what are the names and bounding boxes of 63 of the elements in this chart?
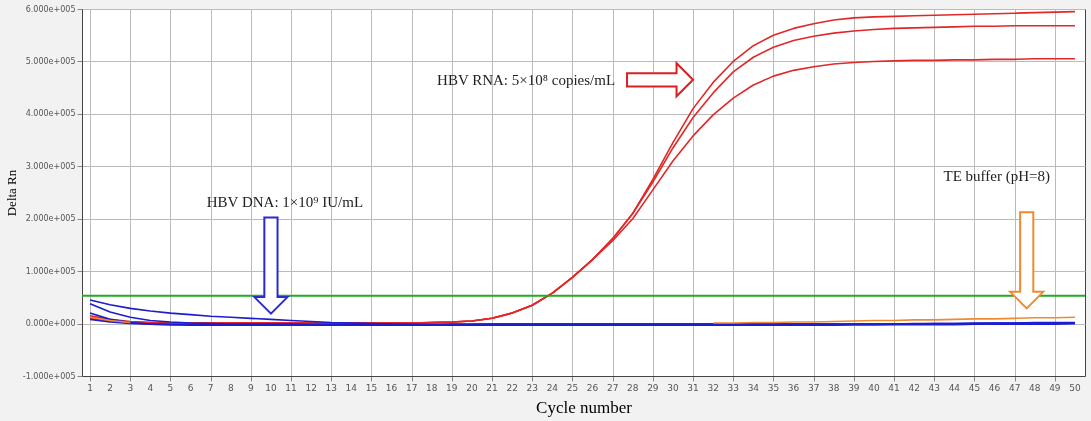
x-tick-label: 22 (506, 383, 518, 393)
x-tick-label: 31 (687, 383, 699, 393)
x-tick-label: 42 (908, 383, 920, 393)
x-tick-label: 50 (1069, 383, 1081, 393)
x-tick-label: 10 (265, 383, 277, 393)
x-tick-label: 3 (127, 383, 134, 393)
y-tick-label: 6.000e+005 (25, 4, 76, 14)
x-tick-label: 17 (405, 383, 418, 393)
x-tick-label: 11 (285, 383, 297, 393)
x-tick-label: 41 (888, 383, 900, 393)
x-tick-label: 12 (305, 383, 317, 393)
x-tick-label: 23 (526, 383, 538, 393)
x-tick-label: 7 (207, 383, 214, 393)
x-tick-label: 26 (586, 383, 599, 393)
x-tick-label: 37 (807, 383, 820, 393)
annotation: TE buffer (pH=8) (943, 168, 1050, 186)
x-tick-label: 33 (727, 383, 739, 393)
annotation: HBV DNA: 1×10⁹ IU/mL (206, 193, 364, 210)
x-tick-label: 32 (707, 383, 719, 393)
x-tick-label: 40 (868, 383, 880, 393)
x-tick-label: 35 (767, 383, 780, 393)
x-tick-label: 45 (968, 383, 981, 393)
x-tick-label: 14 (345, 383, 358, 393)
x-tick-label: 4 (147, 383, 154, 393)
x-tick-label: 28 (627, 383, 639, 393)
y-tick-label: 4.000e+005 (25, 109, 76, 119)
y-axis-title: Delta Rn (3, 169, 19, 217)
x-tick-label: 5 (167, 383, 174, 393)
x-tick-label: 46 (988, 383, 1001, 393)
x-tick-label: 27 (606, 383, 619, 393)
x-tick-label: 36 (787, 383, 800, 393)
x-tick-label: 9 (247, 383, 254, 393)
x-tick-label: 16 (385, 383, 398, 393)
x-tick-label: 1 (87, 383, 93, 393)
x-tick-label: 49 (1049, 383, 1061, 393)
x-tick-label: 48 (1029, 383, 1041, 393)
y-tick-label: 5.000e+005 (25, 56, 76, 66)
x-tick-label: 21 (486, 383, 498, 393)
x-tick-label: 30 (667, 383, 679, 393)
x-tick-label: 20 (466, 383, 478, 393)
x-tick-label: 24 (546, 383, 559, 393)
x-tick-label: 13 (325, 383, 337, 393)
x-axis-title: Cycle number (536, 398, 633, 417)
y-tick-label: 0.000e+000 (25, 319, 76, 329)
x-tick-label: 44 (948, 383, 961, 393)
x-tick-label: 2 (107, 383, 114, 393)
x-tick-label: 8 (227, 383, 234, 393)
y-tick-label: 3.000e+005 (25, 161, 76, 171)
y-tick-label: 1.000e+005 (25, 266, 76, 276)
x-tick-label: 15 (365, 383, 378, 393)
x-tick-label: 43 (928, 383, 940, 393)
x-tick-label: 29 (647, 383, 659, 393)
x-tick-label: 39 (848, 383, 860, 393)
x-tick-label: 34 (747, 383, 760, 393)
x-tick-label: 6 (187, 383, 194, 393)
y-tick-label: 2.000e+005 (25, 214, 76, 224)
x-tick-label: 47 (1008, 383, 1021, 393)
x-tick-label: 25 (566, 383, 579, 393)
x-tick-label: 18 (426, 383, 438, 393)
x-tick-label: 38 (828, 383, 840, 393)
annotation: HBV RNA: 5×10⁸ copies/mL (437, 71, 616, 88)
y-tick-label: -1.000e+005 (22, 371, 76, 381)
x-tick-label: 19 (446, 383, 458, 393)
